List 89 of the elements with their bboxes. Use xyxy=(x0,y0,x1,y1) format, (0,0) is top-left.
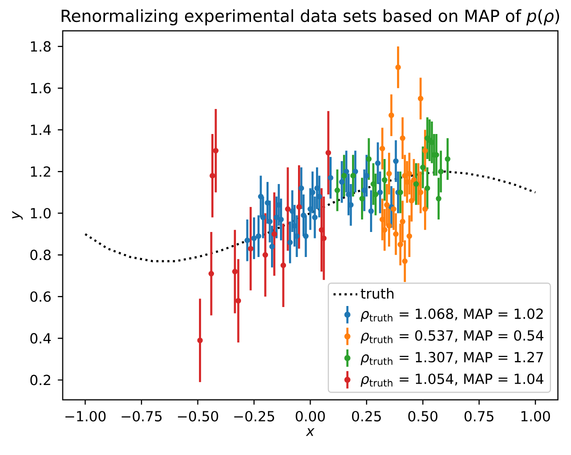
x-tick-label: −1.00 xyxy=(65,410,106,422)
point xyxy=(384,202,390,208)
point xyxy=(408,198,414,204)
point xyxy=(402,258,408,264)
point xyxy=(244,238,250,244)
x-tick-label: −0.50 xyxy=(178,410,218,422)
point xyxy=(334,188,340,194)
x-tick-label: 0.75 xyxy=(464,410,494,422)
y-tick-label: 0.8 xyxy=(30,250,51,260)
x-tick-label: −0.25 xyxy=(234,410,274,422)
point xyxy=(400,135,406,141)
point xyxy=(400,218,406,224)
point xyxy=(393,158,399,164)
point xyxy=(382,177,388,183)
point xyxy=(420,164,426,170)
point xyxy=(388,112,394,118)
legend-label: ρ$_{truth}$ = 1.068, MAP = 1.02 xyxy=(360,308,543,322)
legend-label: truth xyxy=(360,288,394,299)
y-axis-title: y xyxy=(12,211,23,220)
point xyxy=(285,206,291,212)
point xyxy=(312,214,318,220)
point xyxy=(272,231,278,237)
point xyxy=(380,146,386,152)
point xyxy=(258,194,264,200)
point xyxy=(411,177,417,183)
x-axis-title: x xyxy=(306,428,315,436)
point xyxy=(287,240,293,246)
point xyxy=(248,246,254,252)
x-tick-label: 0.50 xyxy=(408,410,438,422)
point xyxy=(444,156,450,162)
point xyxy=(359,196,365,202)
point xyxy=(398,190,404,196)
point xyxy=(350,172,356,178)
point xyxy=(296,204,302,210)
y-tick-label: 1.2 xyxy=(30,166,50,177)
x-tick-label: −0.75 xyxy=(122,410,162,422)
y-tick-label: 1.8 xyxy=(30,41,51,52)
point xyxy=(280,262,286,268)
point xyxy=(341,172,347,178)
y-tick-label: 1.0 xyxy=(30,208,51,218)
point xyxy=(232,268,238,274)
point xyxy=(208,270,214,276)
legend-label: ρ$_{truth}$ = 1.307, MAP = 1.27 xyxy=(360,352,543,366)
y-tick-label: 1.6 xyxy=(30,82,51,94)
point xyxy=(386,170,392,176)
point xyxy=(197,338,203,344)
point xyxy=(368,208,374,214)
point xyxy=(386,222,392,229)
point xyxy=(267,218,273,224)
x-tick-label: 0.00 xyxy=(296,410,325,422)
point xyxy=(406,233,412,239)
point xyxy=(375,160,381,166)
point xyxy=(212,148,219,154)
point xyxy=(377,190,383,196)
y-tick-label: 0.6 xyxy=(30,291,51,302)
point xyxy=(269,244,275,250)
point xyxy=(436,196,442,202)
point xyxy=(344,168,350,174)
point xyxy=(235,298,242,304)
point xyxy=(260,214,266,220)
point xyxy=(422,206,428,212)
point xyxy=(251,235,257,242)
y-tick-label: 0.4 xyxy=(30,333,51,344)
point xyxy=(298,185,304,191)
point xyxy=(210,172,216,178)
point xyxy=(262,252,268,258)
point xyxy=(303,233,309,239)
point xyxy=(413,181,419,187)
point xyxy=(393,231,399,237)
y-tick-label: 0.2 xyxy=(30,374,50,386)
y-tick-label: 1.4 xyxy=(30,124,51,135)
point xyxy=(256,233,262,239)
x-tick-label: 1.00 xyxy=(521,410,550,422)
point xyxy=(328,175,334,181)
point xyxy=(326,150,332,156)
chart-title: Renormalizing experimental data sets based on MAP of p(ρ) xyxy=(62,9,560,26)
point xyxy=(438,168,444,174)
point xyxy=(395,64,401,70)
point xyxy=(424,185,430,191)
point xyxy=(339,179,345,185)
point xyxy=(366,156,372,162)
legend-label: ρ$_{truth}$ = 1.054, MAP = 1.04 xyxy=(360,374,544,387)
legend-label: ρ$_{truth}$ = 0.537, MAP = 0.54 xyxy=(360,330,544,344)
point xyxy=(352,168,358,174)
point xyxy=(422,148,428,154)
point xyxy=(418,96,424,102)
x-tick-label: 0.25 xyxy=(352,410,381,422)
point xyxy=(398,242,404,248)
point xyxy=(300,212,306,218)
